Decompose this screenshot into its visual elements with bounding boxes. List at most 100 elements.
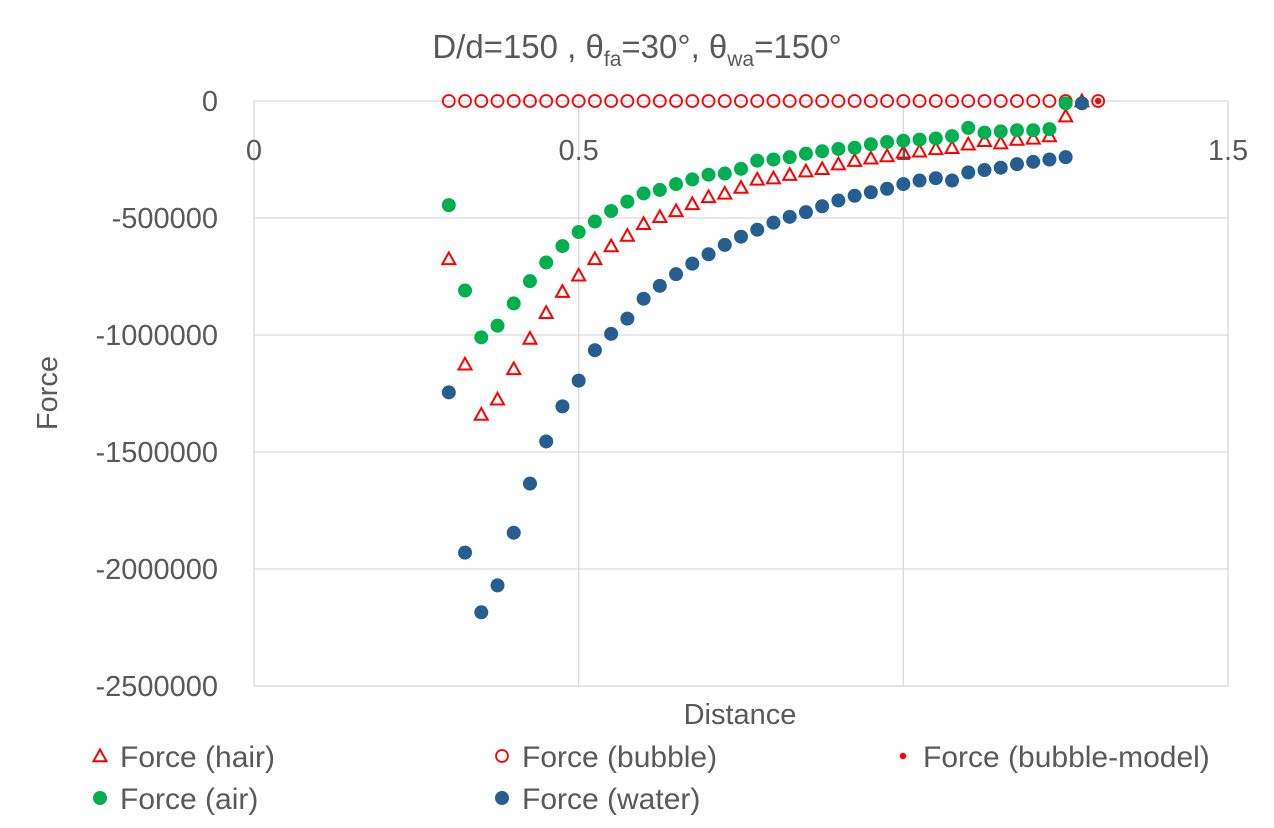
data-point — [716, 184, 733, 200]
data-point — [1094, 97, 1102, 105]
data-point — [945, 94, 959, 108]
legend-marker — [495, 749, 509, 763]
data-point — [652, 278, 667, 293]
data-point — [458, 94, 472, 108]
data-point — [880, 94, 894, 108]
x-axis-title: Distance — [684, 699, 797, 731]
data-point — [863, 185, 878, 200]
data-point — [586, 250, 604, 266]
data-point — [1042, 94, 1057, 108]
data-point — [961, 120, 976, 135]
data-point — [977, 125, 992, 140]
data-point — [750, 153, 765, 168]
data-point — [880, 134, 895, 149]
legend-label: Force (water) — [522, 783, 700, 816]
data-point — [456, 355, 474, 371]
data-point — [750, 222, 765, 237]
data-point — [652, 94, 667, 108]
chart-title: D/d=150 , θfa=30°, θwa=150° — [432, 28, 841, 71]
data-point — [912, 94, 927, 108]
data-point — [766, 215, 781, 230]
data-point — [669, 267, 684, 282]
data-point — [1042, 152, 1057, 167]
data-point — [880, 181, 895, 196]
data-point — [734, 94, 748, 108]
data-point — [895, 143, 912, 159]
tick-labels: 0 -500000 -1000000 -1500000 -2000000 -2500000… — [95, 86, 1248, 703]
data-point — [847, 94, 862, 108]
legend-entry: Force (hair) — [91, 741, 275, 774]
data-point — [831, 193, 846, 208]
data-point — [977, 163, 992, 178]
data-point — [799, 94, 813, 108]
data-point — [749, 170, 766, 186]
data-point — [927, 140, 944, 156]
data-point — [685, 256, 700, 271]
data-point — [993, 124, 1008, 139]
data-point — [539, 94, 554, 108]
data-point — [863, 94, 878, 108]
data-point — [862, 149, 880, 165]
data-point — [1008, 131, 1026, 146]
data-point — [1041, 127, 1058, 143]
data-point — [928, 131, 943, 146]
data-point — [1026, 94, 1041, 108]
data-point — [977, 94, 992, 108]
data-point — [911, 142, 928, 158]
data-point — [458, 283, 473, 298]
data-point — [1026, 154, 1041, 169]
data-point — [570, 266, 587, 282]
data-point — [636, 94, 651, 108]
data-point — [945, 129, 960, 144]
data-point — [505, 360, 522, 376]
data-point — [1058, 150, 1073, 165]
data-point — [976, 132, 993, 147]
data-point — [1042, 122, 1057, 137]
legend-label: Force (hair) — [120, 741, 275, 774]
data-point — [846, 152, 863, 167]
data-point — [490, 318, 505, 333]
data-point — [896, 94, 911, 108]
legend-label: Force (bubble-model) — [923, 741, 1210, 774]
data-point — [620, 311, 635, 326]
data-point — [474, 330, 489, 345]
data-point — [555, 399, 570, 414]
data-point — [1091, 94, 1106, 108]
data-point — [815, 94, 830, 108]
data-point — [474, 94, 489, 108]
data-point — [961, 165, 976, 180]
data-point — [635, 215, 652, 231]
data-point — [588, 94, 602, 108]
data-point — [992, 134, 1009, 150]
data-point — [943, 139, 961, 154]
data-point — [1058, 96, 1073, 111]
series-force-bubble — [441, 94, 1106, 108]
data-point — [440, 250, 457, 266]
data-point — [539, 255, 554, 270]
data-point — [847, 188, 862, 203]
data-point — [651, 208, 669, 224]
title-suffix: =150° — [754, 28, 842, 65]
legend-marker — [93, 791, 107, 805]
x-tick-label: 1.5 — [1208, 135, 1248, 167]
data-point — [766, 152, 781, 167]
data-point — [669, 94, 683, 108]
data-point — [798, 146, 813, 161]
y-tick-label: -1000000 — [95, 320, 218, 352]
data-point — [490, 578, 505, 593]
data-point — [523, 94, 537, 108]
title-subscript-fa: fa — [604, 48, 622, 71]
data-point — [765, 169, 782, 185]
data-point — [620, 94, 635, 108]
data-point — [717, 94, 732, 108]
data-point — [782, 150, 797, 165]
data-point — [701, 247, 716, 262]
data-point — [441, 198, 456, 213]
data-point — [554, 283, 571, 298]
data-point — [1074, 96, 1089, 111]
data-point — [750, 94, 765, 108]
data-point — [928, 94, 943, 108]
data-point — [781, 166, 798, 181]
data-point — [506, 296, 521, 311]
